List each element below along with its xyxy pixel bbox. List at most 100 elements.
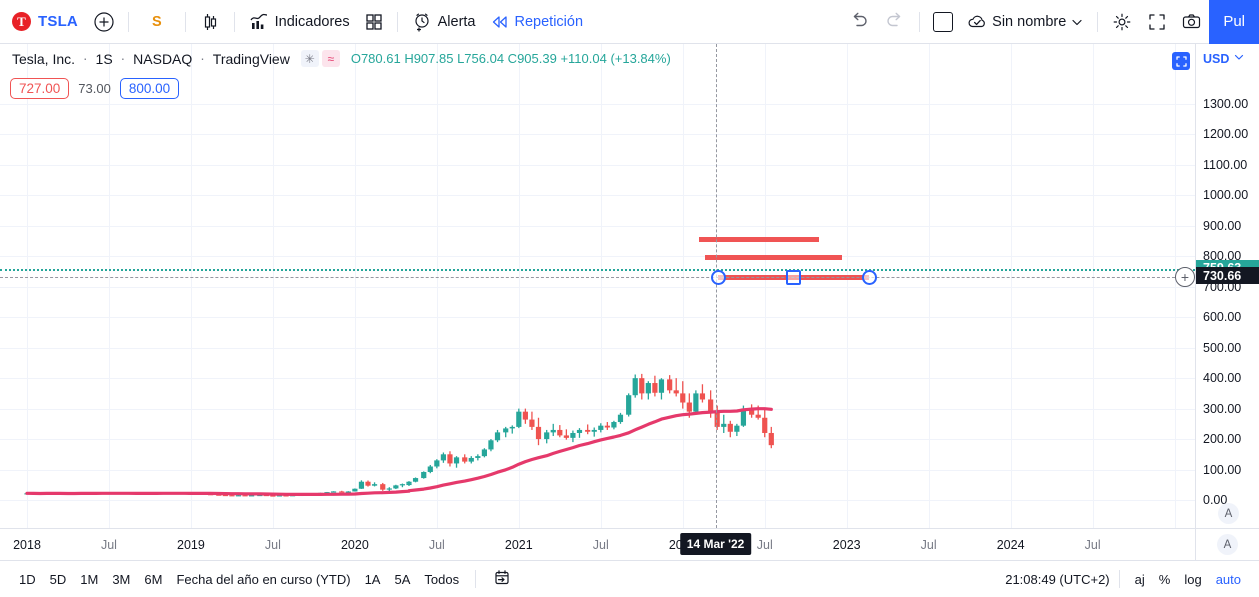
bottom-divider [475, 570, 477, 588]
undo-button[interactable] [841, 9, 877, 35]
currency-selector[interactable]: USD [1196, 50, 1259, 68]
grid-line-horizontal [0, 500, 1195, 501]
legend-provider: TradingView [212, 50, 290, 67]
grid-line-vertical [1010, 44, 1012, 528]
ohlc-values: O780.61 H907.85 L756.04 C905.39 +110.04 … [350, 51, 671, 66]
compare-button[interactable]: S [135, 7, 179, 37]
grid-line-horizontal [0, 195, 1195, 197]
grid-line-horizontal [0, 256, 1195, 258]
range-button[interactable]: 1M [80, 571, 99, 587]
price-tick-label: 1200.00 [1203, 127, 1249, 142]
camera-icon [1181, 11, 1202, 32]
grid-line-horizontal [0, 378, 1195, 380]
horizontal-ray-upper[interactable] [699, 237, 819, 243]
clock-label: 21:08:49 (UTC+2) [1005, 571, 1110, 587]
chart-type-button[interactable] [192, 7, 228, 37]
scale-mode-button[interactable]: % [1158, 571, 1171, 587]
range-button[interactable]: Fecha del año en curso (YTD) [176, 571, 351, 587]
grid-layout-icon [364, 12, 384, 32]
symbol-search-button[interactable]: T TSLA [0, 7, 86, 37]
drawing-handle-left[interactable] [711, 269, 727, 285]
range-button[interactable]: 3M [112, 571, 131, 587]
scale-mode-button[interactable]: log [1184, 571, 1202, 587]
toolbar-divider [127, 11, 129, 32]
time-tick-label: Jul [920, 538, 937, 552]
quick-order-plus-button[interactable]: + [1175, 267, 1195, 288]
horizontal-ray-lower[interactable] [705, 255, 843, 261]
range-button[interactable]: 1A [364, 571, 381, 587]
drawing-handle-right[interactable] [861, 269, 877, 285]
undo-arrow-icon [853, 12, 867, 26]
alert-label: Alerta [437, 13, 476, 30]
grid-line-horizontal [0, 134, 1195, 136]
replay-rewind-icon [490, 12, 510, 32]
time-tick-label: 2021 [504, 538, 533, 552]
range-button[interactable]: 6M [144, 571, 163, 587]
legend-separator: · [120, 51, 126, 66]
legend-symbol-name[interactable]: Tesla, Inc. [12, 50, 76, 67]
time-scale[interactable]: 2018Jul2019Jul2020Jul2021Jul2022Jul2023J… [0, 528, 1259, 561]
snapshot-button[interactable] [1174, 7, 1209, 37]
legend-indicator-badge[interactable]: ≈ [321, 50, 340, 67]
price-tick-label: 400.00 [1203, 371, 1242, 386]
chevron-down-icon [1233, 50, 1245, 68]
alert-button[interactable]: Alerta [404, 7, 483, 37]
range-button[interactable]: 5A [394, 571, 411, 587]
scale-mode-button[interactable]: aj [1134, 571, 1145, 587]
chart-canvas[interactable] [0, 44, 1195, 528]
cloud-check-icon [967, 11, 988, 32]
moving-average-line [25, 407, 773, 496]
grid-line-vertical [764, 44, 766, 528]
grid-line-vertical [518, 44, 520, 528]
grid-line-vertical [928, 44, 930, 528]
price-tick-label: 100.00 [1203, 462, 1242, 477]
chevron-down-icon [1070, 15, 1084, 29]
grid-line-horizontal [0, 286, 1195, 288]
crosshair-price-tag: 730.66 [1196, 267, 1259, 285]
crosshair-horizontal [0, 277, 1195, 279]
range-button[interactable]: Todos [424, 571, 460, 587]
layout-name-button[interactable]: Sin nombre [960, 7, 1091, 37]
legend-interval[interactable]: 1S [95, 50, 113, 67]
bottom-divider [1118, 570, 1120, 588]
layouts-button[interactable] [357, 7, 391, 37]
indicator-upper-value[interactable]: 800.00 [119, 78, 180, 99]
fullscreen-icon [1147, 12, 1167, 32]
indicator-lower-value[interactable]: 727.00 [10, 78, 70, 99]
price-tick-label: 200.00 [1203, 432, 1242, 447]
grid-line-vertical [354, 44, 356, 528]
tesla-logo-icon: T [12, 12, 31, 31]
empty-square-button[interactable] [926, 7, 960, 37]
grid-line-vertical [27, 44, 28, 528]
grid-line-vertical [682, 44, 684, 528]
maximize-pane-button[interactable] [1172, 52, 1190, 70]
publish-button[interactable]: Pul [1209, 0, 1259, 44]
add-symbol-button[interactable] [86, 7, 122, 37]
trend-line-selected[interactable] [718, 274, 869, 280]
time-tick-label: Jul [592, 538, 609, 552]
time-tick-label: 2018 [13, 538, 41, 552]
drawing-handle-middle[interactable] [786, 269, 802, 285]
maximize-icon [1175, 55, 1187, 67]
indicators-button[interactable]: Indicadores [241, 7, 357, 37]
layout-name-label: Sin nombre [992, 13, 1067, 30]
time-scale-auto-button[interactable]: A [1217, 534, 1238, 555]
range-button[interactable]: 1D [19, 571, 36, 587]
legend-settings-badge[interactable]: ✳ [300, 50, 319, 67]
price-scale-auto-button[interactable]: A [1218, 503, 1239, 524]
currency-label: USD [1203, 52, 1230, 66]
range-button[interactable]: 5D [49, 571, 67, 587]
price-scale[interactable]: USD 1300.00 1200.00 1100.00 1000.00 900.00 80… [1175, 44, 1259, 528]
grid-line-vertical [190, 44, 192, 528]
time-tick-label: Jul [1084, 538, 1101, 552]
fullscreen-button[interactable] [1140, 7, 1174, 37]
price-tick-label: 1000.00 [1203, 188, 1249, 203]
grid-line-horizontal [0, 408, 1195, 410]
replay-button[interactable]: Repetición [483, 7, 591, 37]
settings-button[interactable] [1104, 7, 1140, 37]
scale-mode-button[interactable]: auto [1215, 571, 1241, 587]
goto-date-button[interactable] [485, 564, 518, 594]
time-tick-label: Jul [756, 538, 773, 552]
redo-button[interactable] [877, 9, 913, 35]
